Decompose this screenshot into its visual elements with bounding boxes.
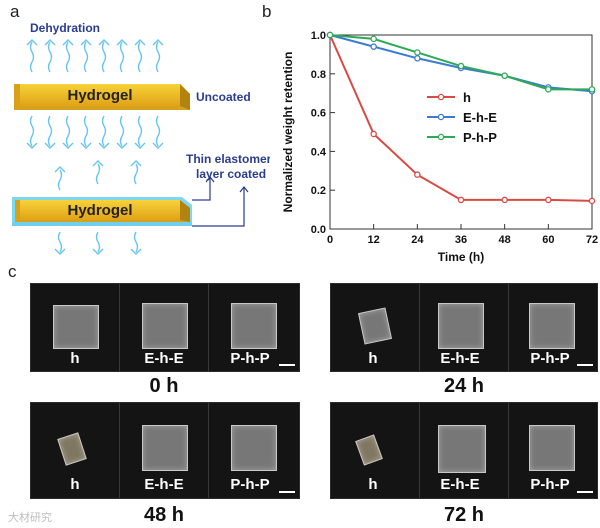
y-tick-label: 1.0: [311, 30, 326, 42]
hydrogel-label-uncoated: Hydrogel: [67, 87, 132, 104]
y-axis-label: Normalized weight retention: [281, 52, 295, 213]
scale-bar: [577, 364, 593, 366]
time-label-48h: 48 h: [143, 504, 185, 526]
data-point-h: [457, 196, 465, 204]
data-point-E-h-E: [370, 43, 377, 50]
evaporation-arrows-coated-top: [54, 160, 142, 191]
label-ehe: E-h-E: [440, 350, 480, 367]
evaporation-arrows-coated-bottom: [54, 231, 142, 255]
label-ehe: E-h-E: [144, 476, 184, 493]
sample-ehe: [438, 425, 486, 473]
uncoated-label: Uncoated: [196, 90, 251, 104]
coated-hydrogel: Hydrogel: [12, 197, 192, 226]
coated-label-line2: layer coated: [196, 167, 266, 181]
data-point-P-h-P: [457, 62, 465, 70]
data-point-P-h-P: [414, 49, 421, 56]
sample-h: [357, 307, 393, 345]
uncoated-hydrogel: Hydrogel: [14, 84, 190, 110]
x-tick-label: 24: [411, 234, 424, 246]
data-point-P-h-P: [326, 31, 334, 39]
watermark: 大材研究: [8, 512, 52, 524]
panel-label-a: a: [10, 2, 20, 21]
data-point-h: [545, 196, 552, 204]
schematic-panel: Dehydration Hydrogel Uncoated: [12, 21, 270, 255]
time-label-24h: 24 h: [443, 375, 485, 397]
legend-marker-h: [437, 93, 445, 101]
legend-label-E-h-E: E-h-E: [463, 110, 497, 125]
x-tick-label: 60: [542, 234, 554, 246]
sample-php: [231, 303, 277, 349]
sample-php: [529, 425, 575, 471]
time-label-0h: 0 h: [149, 375, 179, 397]
label-h: h: [368, 350, 378, 367]
data-point-P-h-P: [588, 86, 596, 93]
photo-0h: h E-h-E P-h-P: [30, 283, 300, 372]
data-point-h: [501, 196, 508, 204]
legend-label-P-h-P: P-h-P: [463, 130, 497, 145]
time-label-72h: 72 h: [443, 504, 485, 526]
x-tick-label: 48: [499, 234, 511, 246]
legend-marker-E-h-E: [437, 113, 445, 121]
sample-ehe: [438, 303, 484, 349]
photo-72h: h E-h-E P-h-P: [330, 402, 598, 499]
sample-h: [355, 434, 383, 466]
legend-label-h: h: [463, 90, 471, 105]
sample-h: [57, 432, 87, 466]
y-tick-label: 0.6: [311, 108, 326, 120]
data-point-P-h-P: [501, 72, 508, 79]
data-point-E-h-E: [414, 55, 421, 62]
scale-bar: [279, 364, 295, 366]
evaporation-arrows-top: [26, 39, 164, 73]
data-point-h: [414, 171, 421, 178]
label-php: P-h-P: [530, 476, 570, 493]
sample-ehe: [142, 303, 188, 349]
y-tick-label: 0.2: [311, 185, 326, 197]
y-tick-label: 0.0: [311, 224, 326, 236]
label-php: P-h-P: [230, 350, 270, 367]
x-tick-label: 36: [455, 234, 467, 246]
x-tick-label: 12: [368, 234, 380, 246]
label-h: h: [70, 476, 80, 493]
x-tick-label: 0: [327, 234, 333, 246]
label-h: h: [70, 350, 80, 367]
data-point-h: [588, 197, 596, 205]
y-tick-label: 0.8: [311, 69, 326, 81]
label-php: P-h-P: [230, 476, 270, 493]
evaporation-arrows-bottom: [26, 115, 164, 149]
data-point-h: [370, 130, 377, 138]
label-php: P-h-P: [530, 350, 570, 367]
label-h: h: [368, 476, 378, 493]
sample-php: [231, 425, 277, 471]
data-point-P-h-P: [545, 86, 552, 93]
hydrogel-label-coated: Hydrogel: [67, 202, 132, 219]
coated-label-line1: Thin elastomer: [186, 152, 270, 166]
series-line-P-h-P: [329, 34, 592, 91]
photo-24h: h E-h-E P-h-P: [330, 283, 598, 372]
scale-bar: [577, 491, 593, 493]
x-tick-label: 72: [586, 234, 598, 246]
x-axis-label: Time (h): [438, 250, 484, 264]
coating-pointer-lines: [192, 176, 249, 227]
label-ehe: E-h-E: [144, 350, 184, 367]
series-line-h: [329, 34, 593, 202]
legend-marker-P-h-P: [437, 133, 445, 141]
panel-label-c: c: [8, 262, 17, 281]
data-point-P-h-P: [370, 35, 377, 43]
sample-ehe: [142, 425, 188, 471]
weight-retention-chart: 0 12 24 36 48 60 72 0.0 0.2 0.4 0.6 0.8 1.0 h E-h-E P-…: [281, 30, 598, 264]
scale-bar: [279, 491, 295, 493]
sample-php: [529, 303, 575, 349]
photo-48h: h E-h-E P-h-P: [30, 402, 300, 499]
dehydration-label: Dehydration: [30, 21, 100, 35]
label-ehe: E-h-E: [440, 476, 480, 493]
sample-h: [53, 305, 99, 349]
y-tick-label: 0.4: [311, 146, 327, 158]
panel-label-b: b: [262, 2, 272, 21]
